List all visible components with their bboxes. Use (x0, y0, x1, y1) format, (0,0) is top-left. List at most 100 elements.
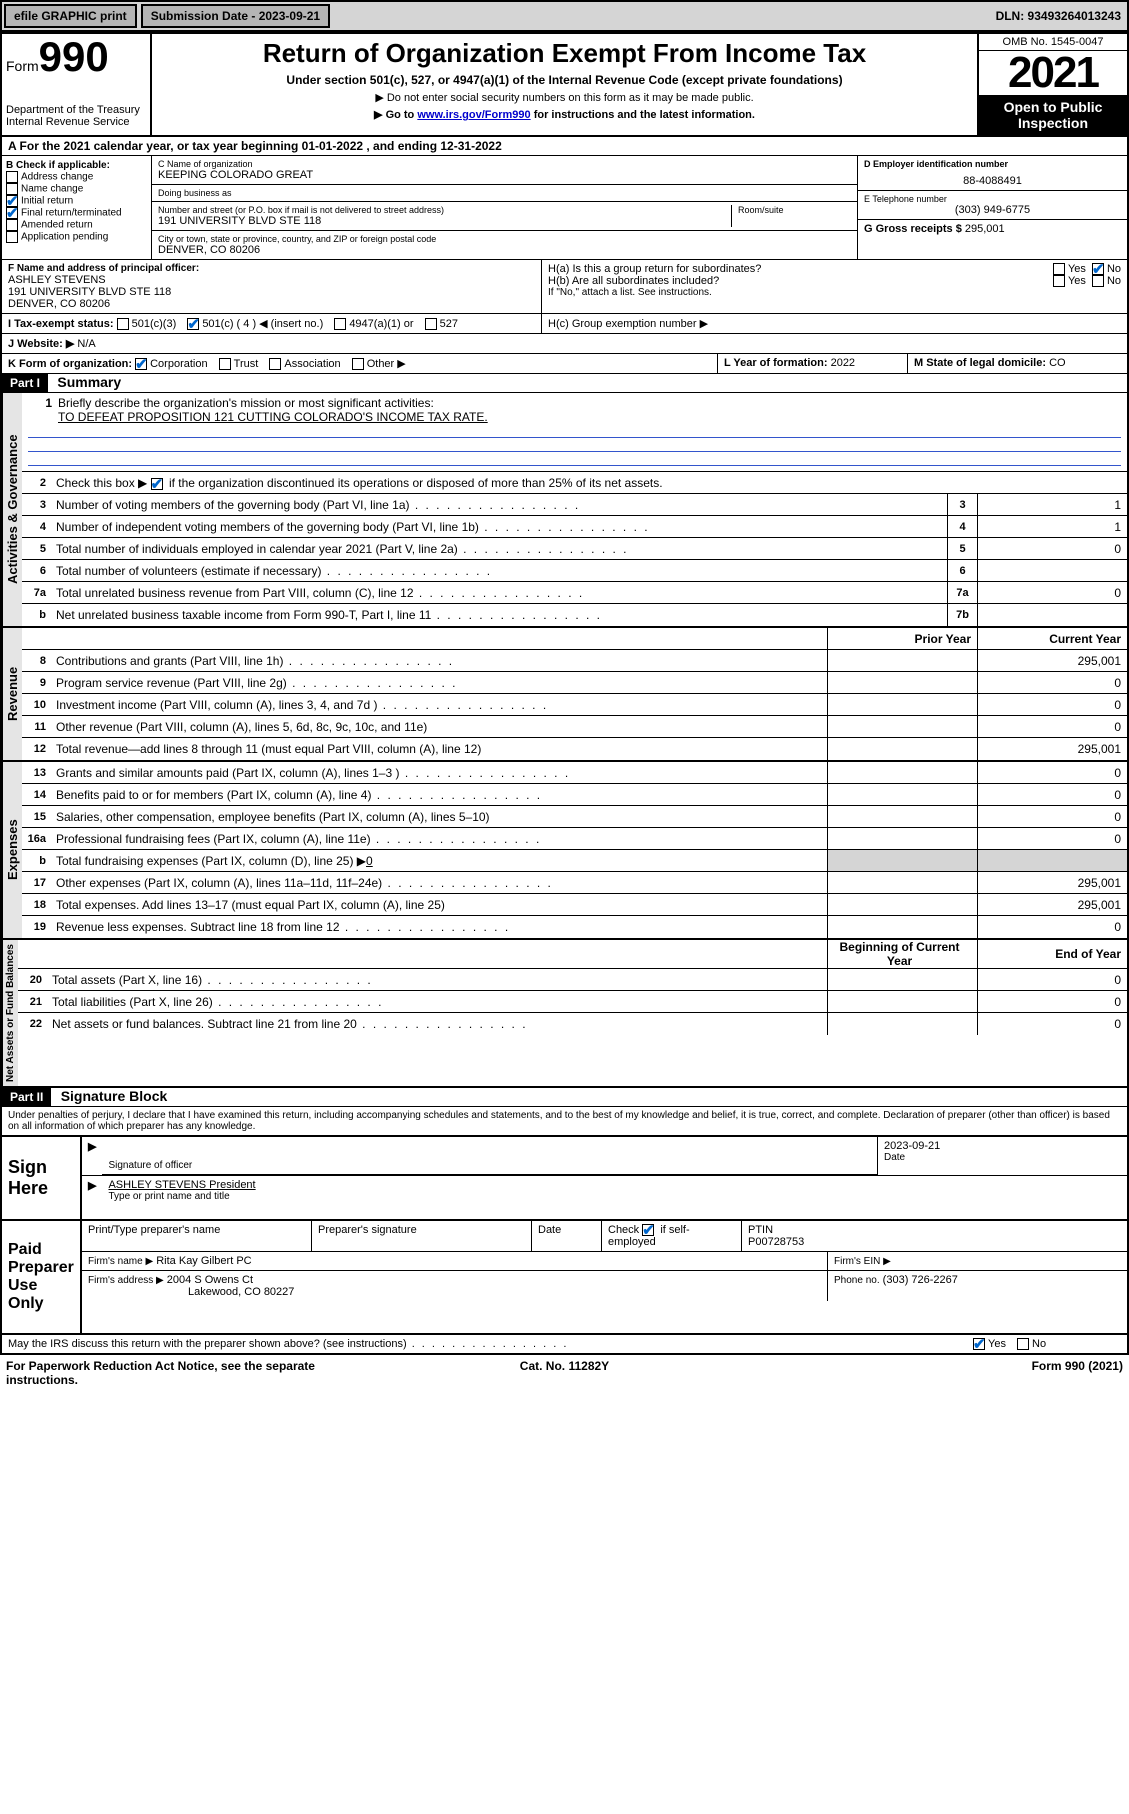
cbx-501c3[interactable] (117, 318, 129, 330)
l21-val: 0 (977, 991, 1127, 1012)
l13: Grants and similar amounts paid (Part IX… (52, 764, 827, 782)
part1-header: Part I Summary (2, 374, 1127, 393)
cbx-hb-yes[interactable] (1053, 275, 1065, 287)
date-label: Date (884, 1152, 1121, 1163)
lbl-501c: 501(c) ( 4 ) ◀ (insert no.) (202, 318, 323, 330)
lbl-501c3: 501(c)(3) (132, 318, 177, 330)
sec-revenue: Revenue Prior YearCurrent Year 8Contribu… (2, 628, 1127, 762)
cbx-ha-no[interactable] (1092, 263, 1104, 275)
goto-post: for instructions and the latest informat… (531, 109, 755, 121)
cbx-discuss-no[interactable] (1017, 1338, 1029, 1350)
cbx-501c[interactable] (187, 318, 199, 330)
form990-link[interactable]: www.irs.gov/Form990 (417, 109, 530, 121)
l18: Total expenses. Add lines 13–17 (must eq… (52, 896, 827, 914)
cbx-527[interactable] (425, 318, 437, 330)
cbx-hb-no[interactable] (1092, 275, 1104, 287)
org-name-label: C Name of organization (158, 159, 851, 169)
l19-val: 0 (977, 916, 1127, 938)
ein-value: 88-4088491 (864, 175, 1121, 187)
footer-right: Form 990 (2021) (751, 1359, 1123, 1387)
l-value: 2022 (831, 357, 855, 369)
dba-label: Doing business as (158, 188, 851, 198)
cbx-discuss-yes[interactable] (973, 1338, 985, 1350)
lbl-527: 527 (440, 318, 458, 330)
hb-no: No (1107, 275, 1121, 287)
k-label: K Form of organization: (8, 358, 132, 370)
lbl-amended: Amended return (21, 220, 93, 231)
part1-badge: Part I (2, 374, 48, 392)
sec-activities: Activities & Governance 1Briefly describ… (2, 393, 1127, 628)
cbx-address[interactable] (6, 171, 18, 183)
cbx-assoc[interactable] (269, 358, 281, 370)
sign-here-label: Sign Here (2, 1137, 82, 1219)
p-date-label: Date (532, 1221, 602, 1251)
j-label: J Website: ▶ (8, 338, 74, 350)
l17: Other expenses (Part IX, column (A), lin… (52, 874, 827, 892)
l8-val: 295,001 (977, 650, 1127, 671)
cbx-trust[interactable] (219, 358, 231, 370)
cbx-corp[interactable] (135, 358, 147, 370)
hdr-boy: Beginning of Current Year (827, 940, 977, 968)
form-word: Form (6, 58, 39, 74)
form-title: Return of Organization Exempt From Incom… (162, 38, 967, 69)
l14: Benefits paid to or for members (Part IX… (52, 786, 827, 804)
lbl-trust: Trust (234, 358, 259, 370)
tax-year: 2021 (979, 51, 1127, 95)
lbl-other: Other ▶ (367, 358, 406, 370)
cbx-ha-yes[interactable] (1053, 263, 1065, 275)
l10: Investment income (Part VIII, column (A)… (52, 696, 827, 714)
org-name: KEEPING COLORADO GREAT (158, 169, 851, 181)
l15-val: 0 (977, 806, 1127, 827)
vtab-expenses: Expenses (2, 762, 22, 938)
l9: Program service revenue (Part VIII, line… (52, 674, 827, 692)
gross-value: 295,001 (965, 223, 1005, 235)
ptin-value: P00728753 (748, 1236, 1121, 1248)
perjury-decl: Under penalties of perjury, I declare th… (2, 1107, 1127, 1135)
part2-title: Signature Block (55, 1086, 174, 1106)
l3-val: 1 (977, 494, 1127, 515)
hdr-eoy: End of Year (977, 940, 1127, 968)
part1-title: Summary (51, 372, 127, 392)
m-value: CO (1049, 357, 1066, 369)
phone-value: (303) 949-6775 (864, 204, 1121, 216)
l16a-val: 0 (977, 828, 1127, 849)
row-klm: K Form of organization: Corporation Trus… (2, 354, 1127, 374)
l11-val: 0 (977, 716, 1127, 737)
city-value: DENVER, CO 80206 (158, 244, 851, 256)
l14-val: 0 (977, 784, 1127, 805)
cbx-4947[interactable] (334, 318, 346, 330)
efile-print-btn[interactable]: efile GRAPHIC print (4, 4, 137, 28)
m-label: M State of legal domicile: (914, 357, 1046, 369)
l21: Total liabilities (Part X, line 26) (48, 993, 827, 1011)
l22-val: 0 (977, 1013, 1127, 1035)
cbx-self-employed[interactable] (642, 1224, 654, 1236)
form-container: Form990 Department of the Treasury Inter… (0, 32, 1129, 1137)
vtab-netassets: Net Assets or Fund Balances (2, 940, 18, 1086)
l4: Number of independent voting members of … (52, 518, 947, 536)
f-label: F Name and address of principal officer: (8, 263, 535, 274)
l19: Revenue less expenses. Subtract line 18 … (52, 918, 827, 936)
arrow-icon-2: ▶ (82, 1176, 102, 1205)
col-b-checkboxes: B Check if applicable: Address change Na… (2, 156, 152, 259)
hdr-current: Current Year (977, 628, 1127, 649)
cbx-final[interactable] (6, 207, 18, 219)
l20-val: 0 (977, 969, 1127, 990)
cbx-amended[interactable] (6, 219, 18, 231)
firm-ein-label: Firm's EIN ▶ (834, 1256, 891, 1267)
l8: Contributions and grants (Part VIII, lin… (52, 652, 827, 670)
l17-val: 295,001 (977, 872, 1127, 893)
l2-pre: Check this box ▶ (56, 476, 147, 490)
form-header: Form990 Department of the Treasury Inter… (2, 34, 1127, 137)
cbx-l2[interactable] (151, 478, 163, 490)
lbl-name: Name change (21, 184, 83, 195)
l7b-val (977, 604, 1127, 626)
col-de: D Employer identification number 88-4088… (857, 156, 1127, 259)
l7a-val: 0 (977, 582, 1127, 603)
firm-name: Rita Kay Gilbert PC (156, 1255, 251, 1267)
ha-no: No (1107, 263, 1121, 275)
lbl-address: Address change (21, 172, 93, 183)
street-value: 191 UNIVERSITY BLVD STE 118 (158, 215, 731, 227)
cbx-other[interactable] (352, 358, 364, 370)
cbx-app[interactable] (6, 231, 18, 243)
l3: Number of voting members of the governin… (52, 496, 947, 514)
